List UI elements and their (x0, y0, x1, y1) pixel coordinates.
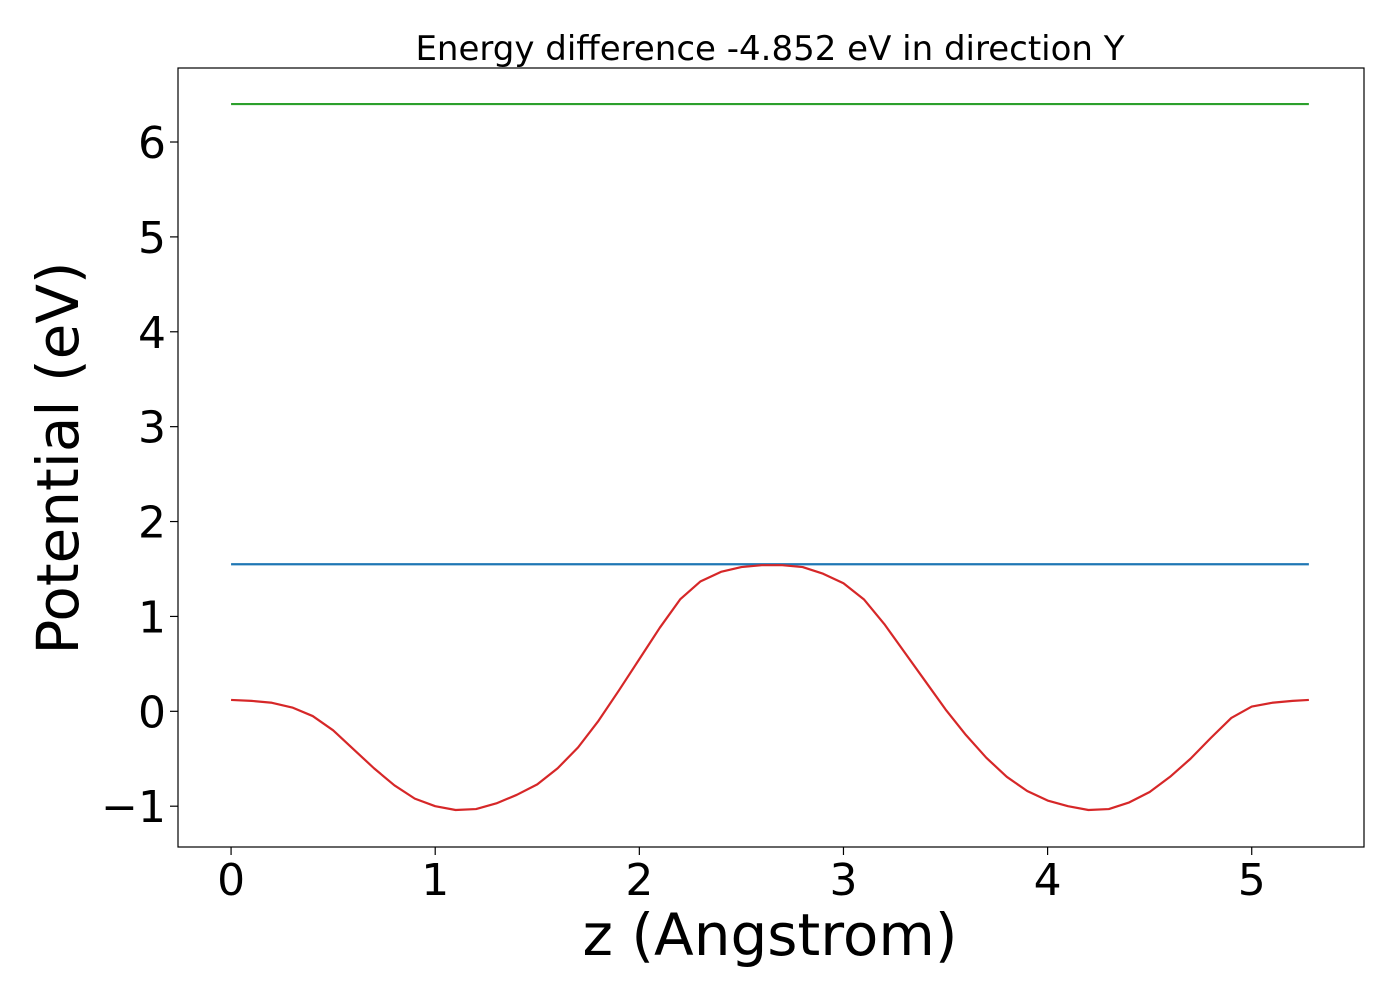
x-tick-label: 5 (1238, 855, 1266, 906)
x-tick-label: 2 (625, 855, 653, 906)
y-axis-label: Potential (eV) (24, 261, 92, 654)
y-tick-label: −1 (101, 782, 166, 833)
series-line-3 (231, 564, 1309, 812)
plot-frame (177, 67, 1365, 848)
y-tick-label: 1 (138, 592, 166, 643)
series-layer (231, 102, 1309, 812)
x-axis: 0 1 2 3 4 5 (217, 847, 1266, 906)
y-tick-label: 5 (138, 213, 166, 264)
x-tick-label: 4 (1034, 855, 1062, 906)
y-tick-label: 4 (138, 308, 166, 359)
x-tick-label: 0 (217, 855, 245, 906)
y-tick-label: 3 (138, 403, 166, 454)
x-tick-label: 3 (829, 855, 857, 906)
y-tick-label: 0 (138, 687, 166, 738)
x-tick-label: 1 (421, 855, 449, 906)
y-axis: −1 0 1 2 3 4 5 6 (101, 118, 178, 833)
plot-area (177, 67, 1365, 848)
y-tick-label: 6 (138, 118, 166, 169)
y-tick-label: 2 (138, 498, 166, 549)
x-axis-label: z (Angstrom) (583, 901, 958, 969)
chart-title: Energy difference -4.852 eV in direction… (415, 29, 1124, 69)
